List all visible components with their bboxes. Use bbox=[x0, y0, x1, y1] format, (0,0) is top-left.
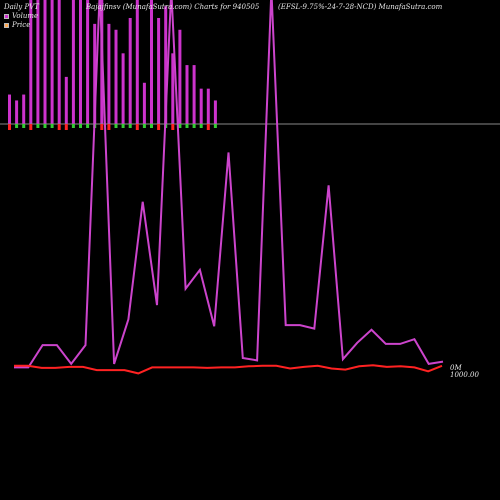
legend-volume-swatch bbox=[4, 13, 9, 19]
volume-bar bbox=[114, 29, 118, 124]
volume-direction-tick bbox=[79, 124, 82, 128]
volume-direction-ticks bbox=[8, 124, 217, 130]
volume-direction-tick bbox=[15, 124, 19, 128]
volume-direction-tick bbox=[8, 124, 11, 130]
volume-bar bbox=[29, 0, 33, 124]
volume-bar bbox=[107, 23, 111, 124]
volume-direction-tick bbox=[121, 124, 125, 128]
volume-bar bbox=[79, 0, 82, 124]
pvt-line bbox=[14, 0, 444, 369]
volume-bar bbox=[93, 23, 97, 124]
volume-bar bbox=[128, 17, 132, 125]
chart-title-left: Daily PVT bbox=[4, 3, 39, 11]
volume-direction-tick bbox=[71, 124, 75, 128]
volume-direction-tick bbox=[128, 124, 132, 128]
volume-bar bbox=[86, 0, 90, 124]
volume-bar bbox=[213, 100, 217, 124]
volume-bar bbox=[185, 65, 189, 124]
volume-bar bbox=[57, 0, 61, 124]
volume-bar bbox=[157, 17, 161, 125]
volume-direction-tick bbox=[171, 124, 175, 130]
volume-bar bbox=[43, 0, 47, 124]
volume-direction-tick bbox=[43, 124, 47, 128]
volume-bar bbox=[135, 0, 139, 124]
legend-volume-label: Volume bbox=[12, 12, 39, 20]
volume-bar bbox=[8, 94, 11, 124]
axis-price-label: 1000.00 bbox=[450, 371, 479, 379]
volume-direction-tick bbox=[192, 124, 196, 128]
volume-direction-tick bbox=[157, 124, 161, 130]
volume-bar bbox=[121, 53, 125, 124]
price-line bbox=[14, 364, 443, 375]
volume-bar bbox=[50, 0, 54, 124]
volume-direction-tick bbox=[36, 124, 40, 128]
volume-direction-tick bbox=[29, 124, 33, 130]
volume-bar bbox=[36, 0, 40, 124]
volume-direction-tick bbox=[142, 124, 146, 128]
legend-price: Price bbox=[4, 21, 30, 29]
legend-price-swatch bbox=[4, 22, 9, 28]
volume-bar bbox=[192, 65, 196, 124]
volume-bar bbox=[164, 6, 168, 125]
volume-direction-tick bbox=[64, 124, 68, 130]
volume-direction-tick bbox=[206, 124, 210, 130]
volume-bar bbox=[22, 94, 26, 124]
volume-direction-tick bbox=[213, 124, 217, 128]
volume-direction-tick bbox=[57, 124, 61, 130]
volume-bar bbox=[71, 0, 75, 124]
legend-volume: Volume bbox=[4, 12, 38, 20]
chart-title-right: (EFSL-9.75%-24-7-28-NCD) MunafaSutra.com bbox=[278, 3, 443, 11]
volume-bar bbox=[64, 76, 68, 124]
volume-direction-tick bbox=[135, 124, 139, 130]
volume-bar bbox=[178, 29, 182, 124]
volume-bar bbox=[171, 53, 175, 124]
volume-direction-tick bbox=[50, 124, 54, 128]
volume-bar bbox=[206, 88, 210, 124]
volume-direction-tick bbox=[185, 124, 189, 128]
volume-direction-tick bbox=[22, 124, 26, 128]
legend-price-label: Price bbox=[12, 21, 31, 29]
volume-bar bbox=[142, 82, 146, 124]
volume-bar bbox=[150, 0, 153, 124]
volume-direction-tick bbox=[86, 124, 90, 128]
axis-volume-label: 0M bbox=[450, 364, 462, 372]
volume-bar bbox=[199, 88, 203, 124]
volume-direction-tick bbox=[150, 124, 153, 128]
volume-bars bbox=[8, 0, 217, 125]
volume-direction-tick bbox=[107, 124, 111, 130]
chart-title-center: Bajajfinsv (MunafaSutra.com) Charts for … bbox=[86, 3, 260, 11]
volume-direction-tick bbox=[178, 124, 182, 128]
volume-bar bbox=[15, 100, 19, 124]
volume-direction-tick bbox=[114, 124, 118, 128]
volume-direction-tick bbox=[199, 124, 203, 128]
volume-direction-tick bbox=[100, 124, 104, 130]
